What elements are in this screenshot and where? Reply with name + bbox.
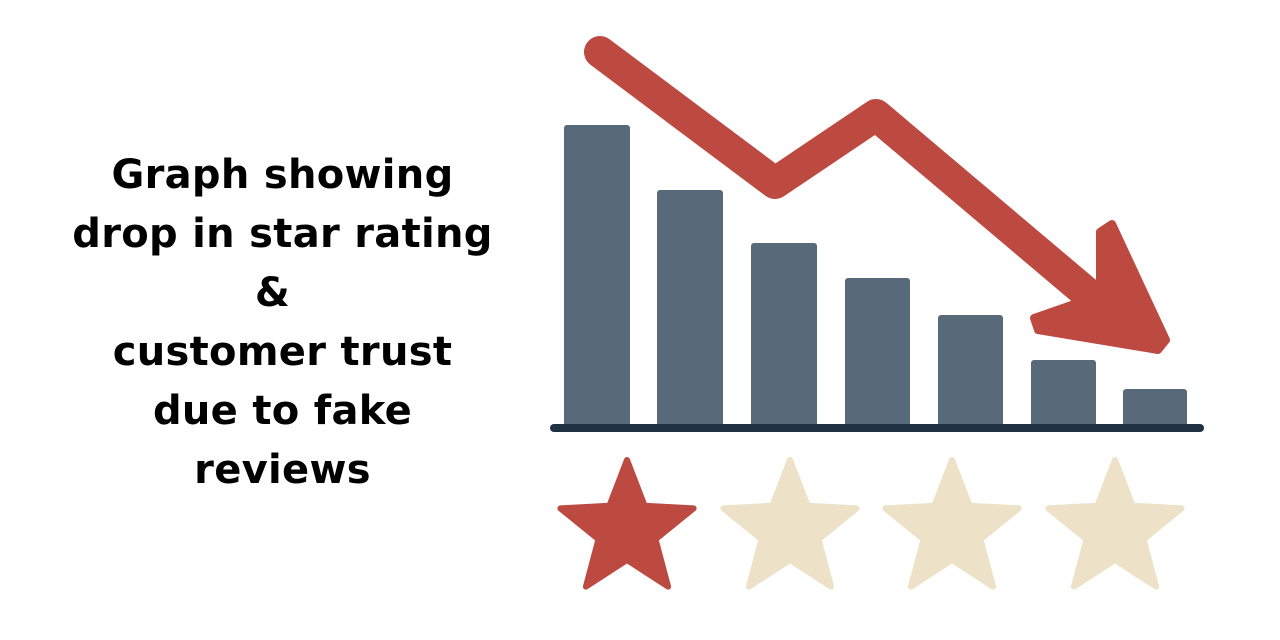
arrow-head (1030, 220, 1170, 354)
bar (938, 315, 1003, 428)
star-empty-icon (1045, 457, 1185, 590)
arrow-line (584, 36, 1111, 316)
star-empty-icon (882, 457, 1022, 590)
star-filled-icon (557, 457, 697, 590)
caption-text: Graph showing drop in star rating & cust… (60, 146, 505, 500)
star-rating (557, 457, 1185, 590)
caption-line: due to fake (152, 388, 413, 434)
caption-line: drop in star rating (72, 211, 493, 257)
bar (845, 278, 910, 428)
bar (751, 243, 817, 428)
down-trend-arrow-icon (584, 36, 1170, 354)
bar (564, 125, 630, 428)
bar (1031, 360, 1096, 428)
star-empty-icon (720, 457, 860, 590)
bar (657, 190, 723, 428)
caption-line: customer trust (112, 329, 453, 375)
caption-line: & (254, 270, 291, 316)
caption-line: reviews (194, 447, 371, 493)
caption-line: Graph showing (111, 152, 454, 198)
bar (1123, 389, 1187, 428)
bars (564, 125, 1187, 428)
